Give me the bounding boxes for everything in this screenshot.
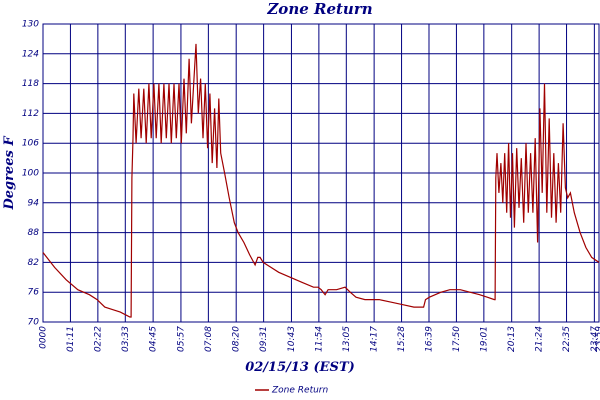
y-tick-label: 106 [22,139,39,149]
x-tick-label: 09:31 [259,326,269,352]
x-tick-label: 20:13 [507,326,517,352]
x-tick-label: 03:33 [121,326,131,352]
x-tick-label: 02:22 [93,326,103,352]
y-tick-label: 94 [28,198,40,208]
y-tick-label: 118 [22,79,39,89]
line [42,43,600,318]
y-tick-label: 100 [22,169,39,179]
x-tick-label: 23:47 [590,326,600,352]
x-tick-label: 14:17 [370,326,380,352]
x-axis-label: 02/15/13 (EST) [245,360,355,375]
x-tick-label: 17:50 [452,326,462,352]
y-axis-label: Degrees F [2,136,17,211]
x-tick-label: 23:59 [595,326,600,352]
x-tick-label: 01:11 [66,326,76,352]
x-tick-label: 08:20 [232,326,242,352]
y-tick-label: 88 [28,228,40,238]
x-tick-label: 04:45 [149,326,159,352]
x-tick-label: 05:57 [176,326,186,352]
x-tick-label: 19:01 [479,326,489,352]
y-tick-label: 112 [22,109,39,119]
x-tick-label: 21:24 [535,326,545,352]
y-tick-label: 82 [28,258,40,268]
x-tick-label: 10:43 [287,326,297,352]
legend-label: Zone Return [271,386,328,396]
chart-title: Zone Return [266,0,372,18]
x-tick-label: 13:05 [342,326,352,352]
y-tick-label: 124 [22,49,39,59]
y-tick-label: 130 [22,20,39,30]
x-tick-label: 11:54 [314,326,324,352]
y-tick-label: 70 [28,318,40,328]
x-tick-label: 0000 [39,326,49,349]
x-tick-label: 15:28 [397,326,407,352]
x-tick-label: 22:35 [562,326,572,352]
x-tick-label: 07:08 [204,326,214,352]
x-tick-label: 16:39 [424,326,434,352]
y-tick-label: 76 [28,288,40,298]
